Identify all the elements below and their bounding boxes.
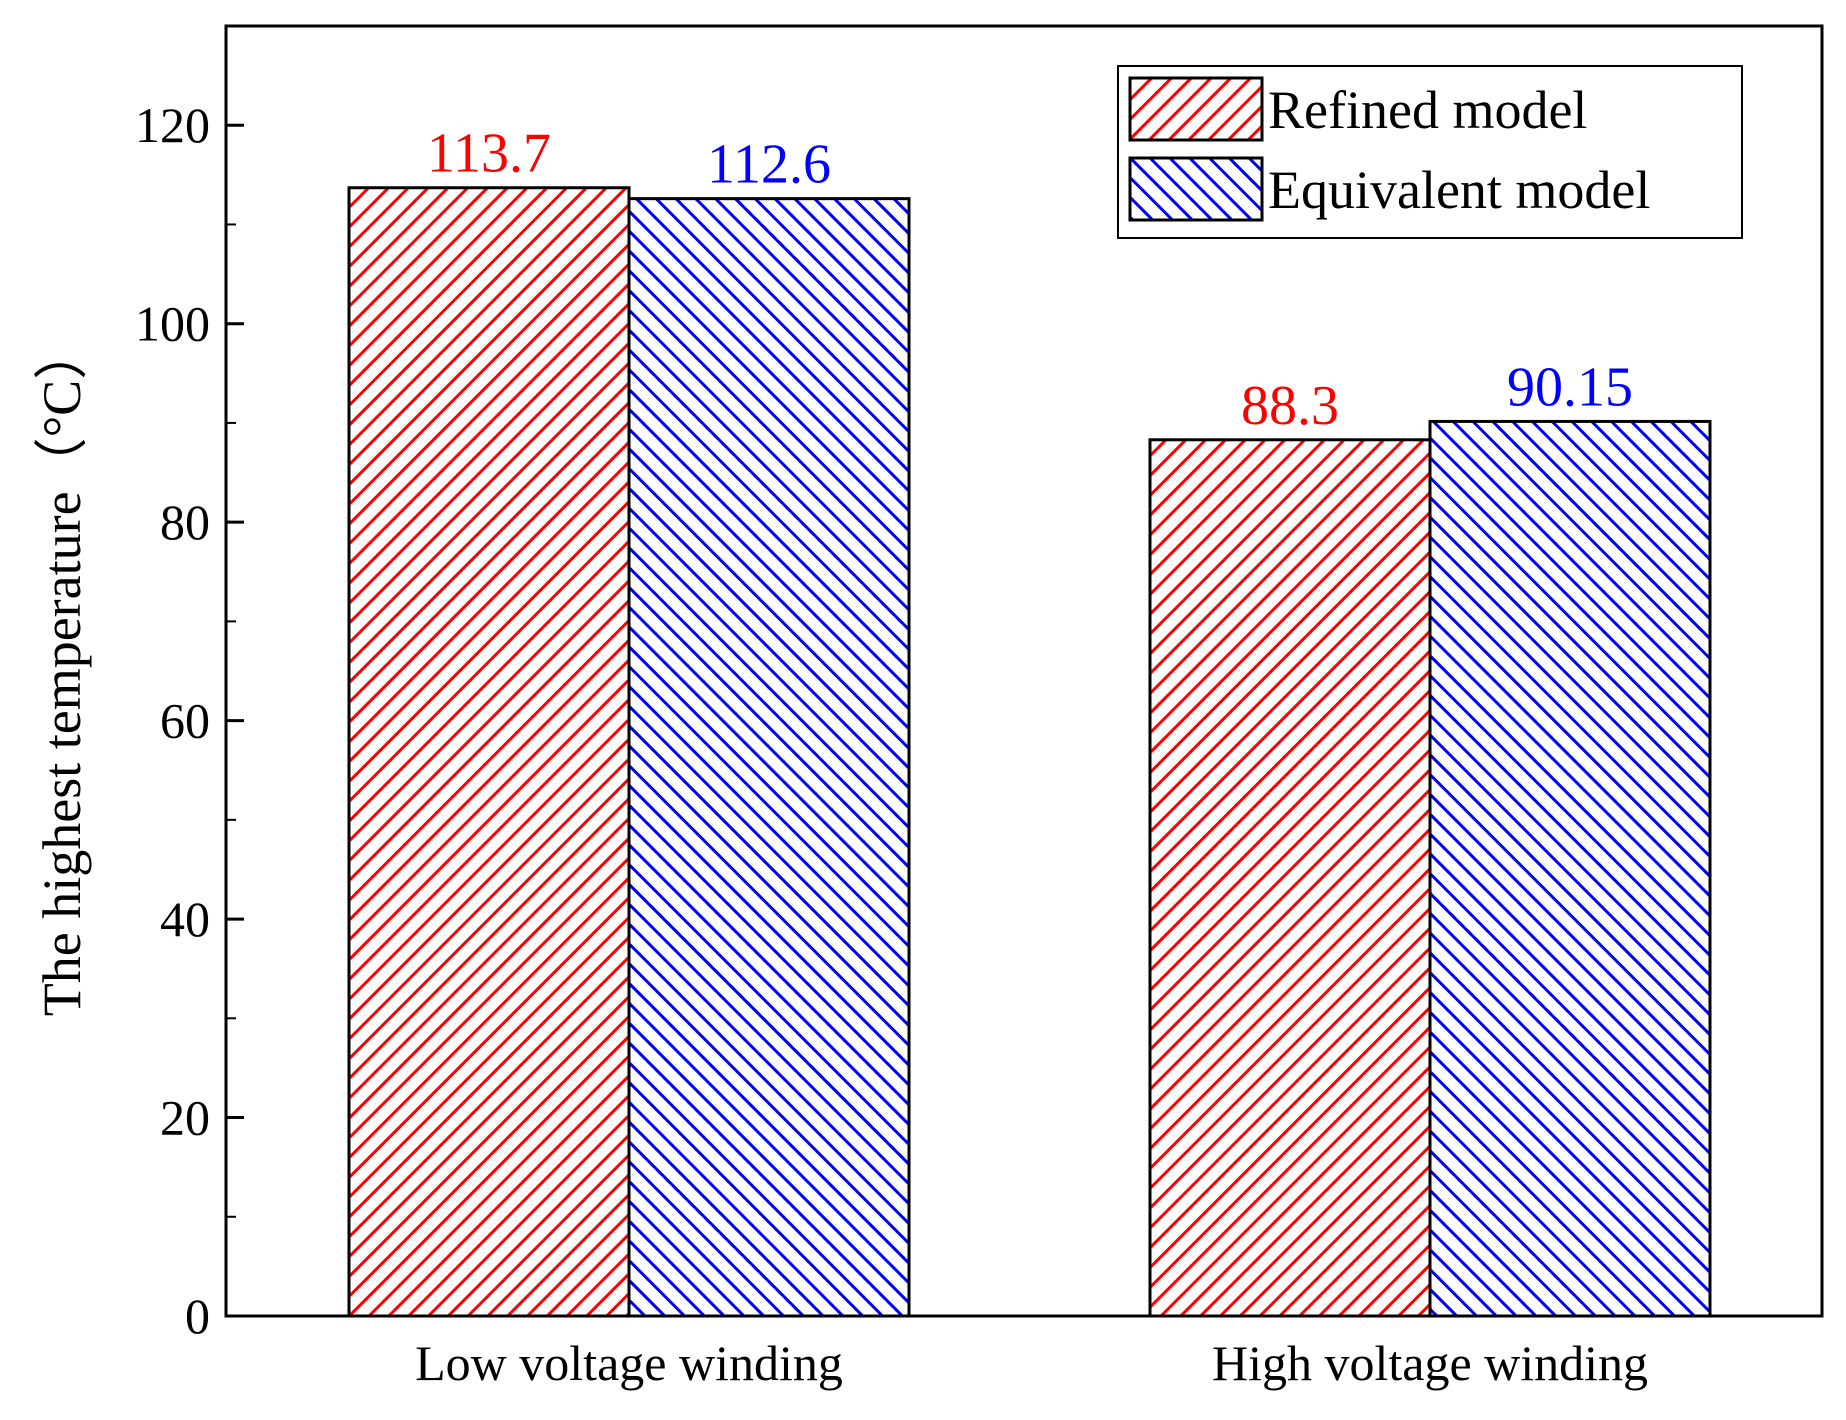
y-axis: 0 20 40 60 80 100 120 xyxy=(135,97,244,1344)
x-tick-label: High voltage winding xyxy=(1212,1335,1648,1391)
value-label-1-1: 90.15 xyxy=(1507,356,1633,418)
y-tick-label: 0 xyxy=(185,1288,210,1344)
y-tick-label: 60 xyxy=(160,693,210,749)
x-axis: Low voltage winding High voltage winding xyxy=(415,1298,1648,1391)
x-tick-label: Low voltage winding xyxy=(415,1335,843,1391)
bars-group xyxy=(347,186,1712,1318)
y-axis-title: The highest temperature（°C） xyxy=(32,326,92,1016)
y-tick-label: 40 xyxy=(160,891,210,947)
y-tick-label: 20 xyxy=(160,1090,210,1146)
value-label-0-0: 113.7 xyxy=(427,123,551,185)
value-label-0-1: 112.6 xyxy=(707,134,831,196)
value-label-1-0: 88.3 xyxy=(1241,375,1339,437)
legend-label-1: Equivalent model xyxy=(1268,160,1650,220)
value-labels-group: 113.7 88.3 112.6 90.15 xyxy=(427,123,1633,437)
y-tick-label: 80 xyxy=(160,494,210,550)
legend: Refined model Equivalent model xyxy=(1117,65,1743,239)
legend-swatch-1 xyxy=(1128,156,1264,222)
bar-1-0 xyxy=(1148,438,1432,1318)
bar-0-0 xyxy=(347,186,631,1318)
legend-label-0: Refined model xyxy=(1268,80,1587,140)
y-tick-label: 100 xyxy=(135,296,210,352)
legend-swatch-0 xyxy=(1128,76,1264,142)
bar-1-1 xyxy=(1428,419,1712,1318)
plot-frame xyxy=(224,24,1824,1318)
bar-0-1 xyxy=(627,197,911,1318)
y-tick-label: 120 xyxy=(135,97,210,153)
